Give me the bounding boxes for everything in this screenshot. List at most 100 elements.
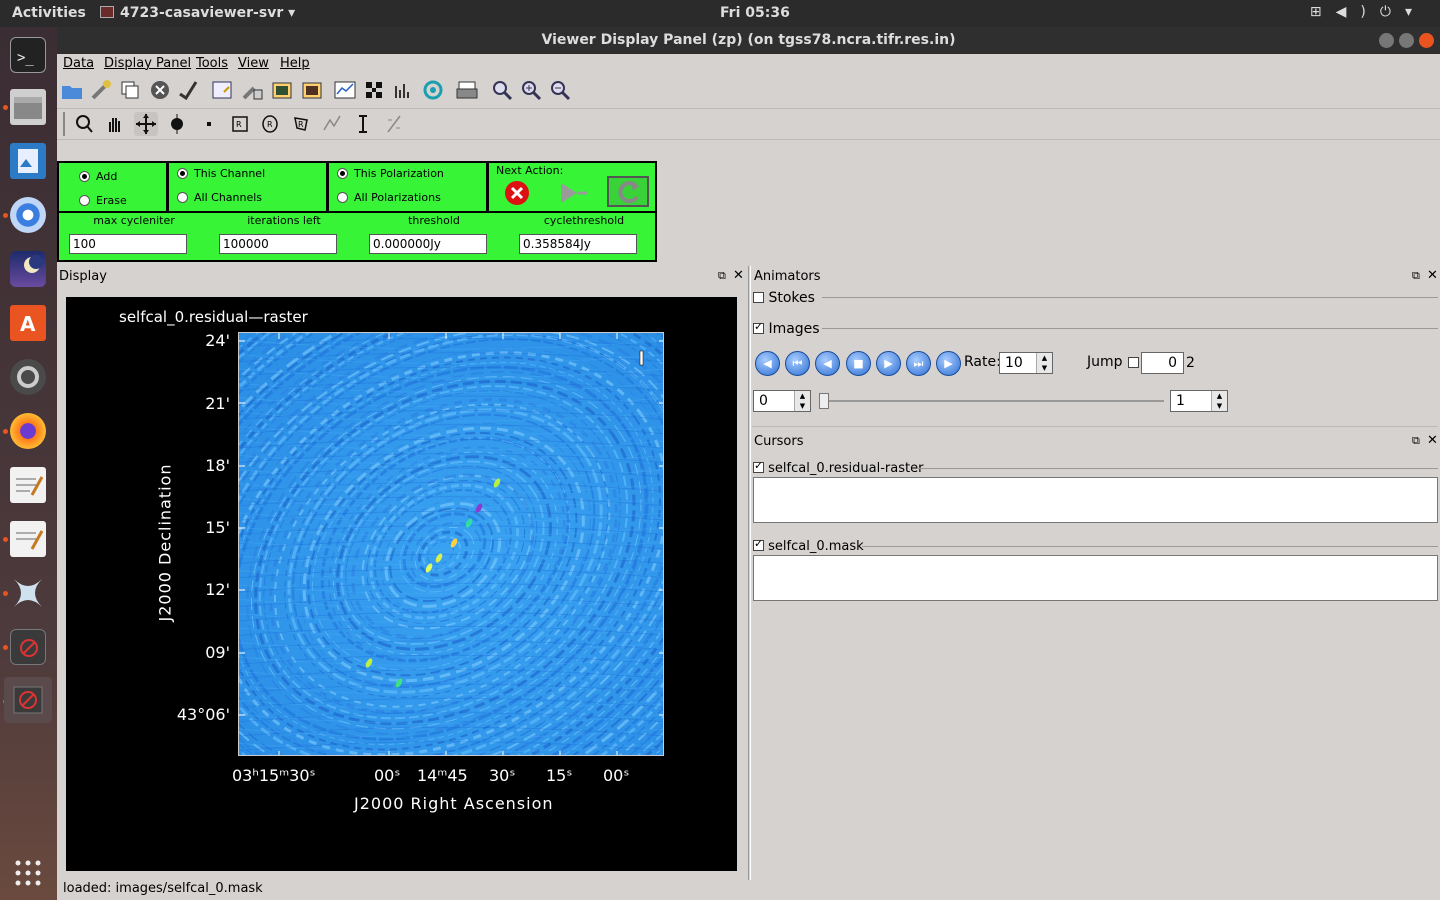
- print-icon[interactable]: [455, 78, 479, 102]
- software-center-icon[interactable]: A: [10, 305, 46, 341]
- save-image-icon[interactable]: [270, 78, 294, 102]
- clock[interactable]: Fri 05:36: [720, 5, 790, 21]
- this-polarization-radio[interactable]: This Polarization: [337, 167, 444, 180]
- iterations-left-input[interactable]: 100000: [219, 234, 337, 254]
- position-tool-icon[interactable]: [197, 112, 221, 136]
- profile-icon[interactable]: [333, 78, 357, 102]
- cyclethreshold-input[interactable]: 0.358584Jy: [519, 234, 637, 254]
- continue-icon[interactable]: [557, 179, 591, 207]
- frame-slider-handle[interactable]: [819, 393, 829, 409]
- point-tool-icon[interactable]: [351, 112, 375, 136]
- play-forward-icon[interactable]: ▶: [936, 351, 961, 376]
- ruler-tool-icon[interactable]: [382, 112, 406, 136]
- refresh-icon[interactable]: [607, 176, 649, 207]
- rectangle-region-icon[interactable]: R: [228, 112, 252, 136]
- spin-arrows[interactable]: ▲ ▼: [794, 391, 810, 411]
- text-editor-2-icon[interactable]: [10, 521, 46, 557]
- cursor-item[interactable]: selfcal_0.mask: [753, 537, 864, 554]
- fit-icon[interactable]: [421, 78, 445, 102]
- cursor-tool-icon[interactable]: [134, 112, 158, 136]
- menu-data[interactable]: Data: [63, 56, 95, 71]
- pan-tool-icon[interactable]: [103, 112, 127, 136]
- toolbar-handle[interactable]: [63, 112, 66, 136]
- spin-arrows[interactable]: ▲ ▼: [1211, 391, 1227, 411]
- polyline-tool-icon[interactable]: [320, 112, 344, 136]
- open-data-icon[interactable]: [60, 78, 84, 102]
- jump-input[interactable]: 0: [1141, 352, 1184, 374]
- show-applications-icon[interactable]: [10, 855, 46, 891]
- panel-options-icon[interactable]: [210, 78, 234, 102]
- terminal-icon[interactable]: >_: [10, 37, 46, 73]
- menu-view[interactable]: View: [238, 56, 269, 71]
- stop-icon[interactable]: [503, 179, 531, 207]
- zoom-out-icon[interactable]: [548, 78, 572, 102]
- casa-icon[interactable]: [10, 575, 46, 611]
- display-float-icon[interactable]: ⧉: [718, 269, 726, 282]
- cursors-close-icon[interactable]: ✕: [1427, 433, 1438, 448]
- zoom-in-icon[interactable]: [519, 78, 543, 102]
- frame-end-spinbox[interactable]: 1 ▲ ▼: [1170, 390, 1228, 412]
- cursor-item[interactable]: selfcal_0.residual-raster: [753, 459, 923, 476]
- text-editor-icon[interactable]: [10, 467, 46, 503]
- viewer-window-icon[interactable]: [10, 629, 46, 665]
- chromium-icon[interactable]: [10, 197, 46, 233]
- max-cycleniter-input[interactable]: 100: [69, 234, 187, 254]
- add-radio[interactable]: Add: [79, 170, 117, 183]
- print-setup-icon[interactable]: [240, 78, 264, 102]
- step-back-icon[interactable]: ◀: [815, 351, 840, 376]
- jump-checkbox[interactable]: [1128, 356, 1139, 371]
- to-start-icon[interactable]: ⏮: [785, 351, 810, 376]
- close-window-icon[interactable]: [1419, 33, 1434, 48]
- threshold-input[interactable]: 0.000000Jy: [369, 234, 487, 254]
- step-forward-icon[interactable]: ▶: [876, 351, 901, 376]
- stellarium-icon[interactable]: [10, 251, 46, 287]
- images-checkbox[interactable]: Images: [753, 320, 820, 337]
- this-channel-radio[interactable]: This Channel: [177, 167, 265, 180]
- menu-tools[interactable]: Tools: [196, 56, 229, 71]
- splitter[interactable]: [748, 266, 751, 880]
- animators-float-icon[interactable]: ⧉: [1412, 269, 1420, 282]
- zoom-tool-icon[interactable]: [72, 112, 96, 136]
- data-options-icon[interactable]: [89, 78, 113, 102]
- frame-start-spinbox[interactable]: 0 ▲ ▼: [753, 390, 811, 412]
- firefox-icon[interactable]: [10, 413, 46, 449]
- to-end-icon[interactable]: ⏭: [906, 351, 931, 376]
- frame-slider-track[interactable]: [824, 400, 1164, 402]
- erase-radio[interactable]: Erase: [79, 194, 127, 207]
- all-polarizations-radio[interactable]: All Polarizations: [337, 191, 441, 204]
- new-panel-icon[interactable]: [118, 78, 142, 102]
- settings-icon[interactable]: [10, 359, 46, 395]
- stokes-checkbox[interactable]: Stokes: [753, 290, 815, 306]
- all-channels-radio[interactable]: All Channels: [177, 191, 262, 204]
- spin-arrows[interactable]: ▲ ▼: [1036, 353, 1052, 373]
- window-titlebar[interactable]: Viewer Display Panel (zp) (on tgss78.ncr…: [57, 27, 1440, 54]
- residual-raster-image[interactable]: [238, 332, 664, 756]
- maximize-icon[interactable]: [1399, 33, 1414, 48]
- animators-panel-title: Animators: [754, 269, 821, 284]
- minimize-icon[interactable]: [1379, 33, 1394, 48]
- rate-spinbox[interactable]: 10 ▲ ▼: [999, 352, 1053, 374]
- shape-manager-icon[interactable]: [362, 78, 386, 102]
- zoom-fit-icon[interactable]: [490, 78, 514, 102]
- export-image-icon[interactable]: [300, 78, 324, 102]
- active-viewer-window-icon[interactable]: [4, 677, 52, 723]
- cursors-float-icon[interactable]: ⧉: [1412, 434, 1420, 447]
- animators-close-icon[interactable]: ✕: [1427, 268, 1438, 283]
- display-close-icon[interactable]: ✕: [733, 268, 744, 283]
- stop-animation-icon[interactable]: ■: [846, 351, 871, 376]
- unload-icon[interactable]: [176, 78, 200, 102]
- add-label: Add: [96, 170, 118, 183]
- polygon-region-icon[interactable]: R: [289, 112, 313, 136]
- document-viewer-icon[interactable]: [10, 143, 46, 179]
- menu-display-panel[interactable]: Display Panel: [104, 56, 192, 71]
- menu-help[interactable]: Help: [280, 56, 310, 71]
- rewind-icon[interactable]: ◀: [755, 351, 780, 376]
- histogram-icon[interactable]: [392, 78, 416, 102]
- ellipse-region-icon[interactable]: R: [258, 112, 282, 136]
- colormap-tool-icon[interactable]: [165, 112, 189, 136]
- close-data-icon[interactable]: [148, 78, 172, 102]
- activities-button[interactable]: Activities: [12, 5, 86, 21]
- system-tray[interactable]: ⊞◀)⏻▾: [1310, 4, 1426, 20]
- files-icon[interactable]: [10, 89, 46, 125]
- app-menu[interactable]: 4723-casaviewer-svr ▾: [100, 5, 295, 21]
